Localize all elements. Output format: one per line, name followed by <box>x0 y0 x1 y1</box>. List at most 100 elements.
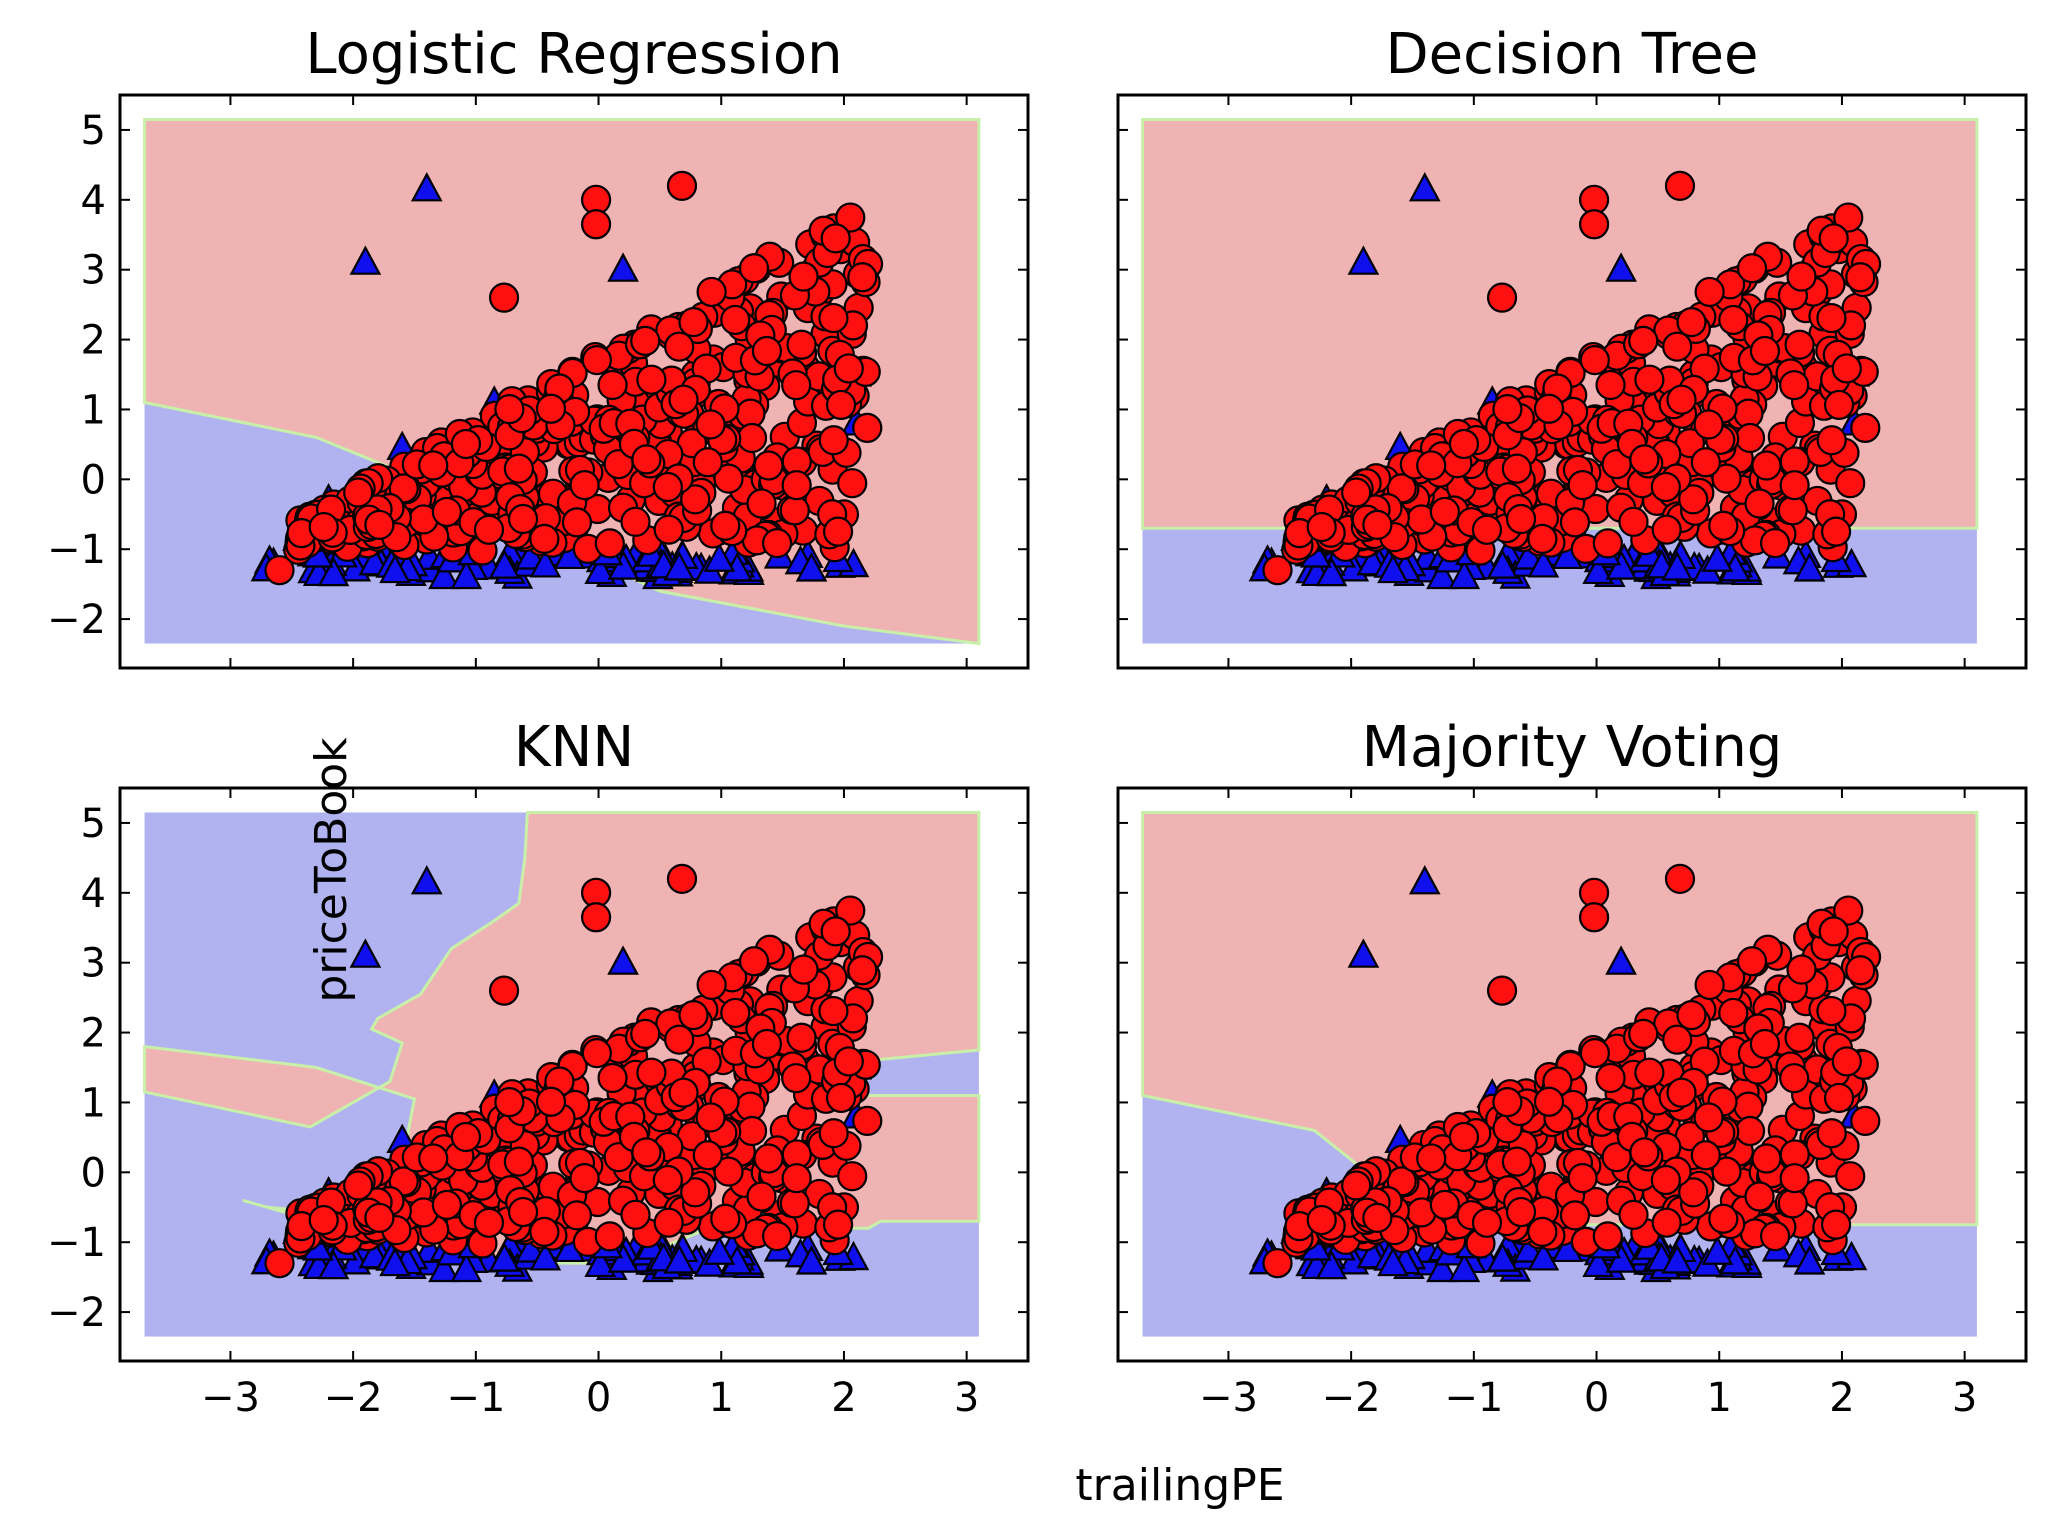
point-class-1 <box>535 393 567 424</box>
point-class-1 <box>1505 1196 1537 1228</box>
point-class-0 <box>1793 552 1826 582</box>
point-class-1 <box>1744 488 1775 519</box>
point-class-1 <box>1527 523 1558 555</box>
y-tick-label: 3 <box>81 248 106 294</box>
x-tick-label: −3 <box>201 1375 260 1421</box>
point-class-0 <box>450 559 483 590</box>
y-axis-label: priceToBook <box>306 737 357 1003</box>
point-class-1 <box>1784 1022 1815 1053</box>
point-class-1 <box>1501 453 1532 484</box>
point-class-1 <box>1362 1202 1393 1233</box>
point-class-1 <box>1786 954 1817 985</box>
point-class-1 <box>1678 1177 1709 1208</box>
point-class-0 <box>428 559 460 590</box>
point-class-0 <box>1701 542 1734 572</box>
point-class-1 <box>1486 282 1518 313</box>
point-class-1 <box>786 1022 817 1053</box>
point-class-1 <box>1718 997 1749 1029</box>
point-class-1 <box>1629 1137 1660 1168</box>
point-class-1 <box>1629 444 1660 475</box>
point-class-0 <box>607 550 640 580</box>
point-class-1 <box>529 1216 560 1248</box>
point-class-1 <box>833 353 864 384</box>
point-class-1 <box>1676 306 1707 338</box>
point-class-1 <box>1628 1018 1659 1049</box>
axes-frame <box>118 93 1030 670</box>
y-tick-label: 4 <box>81 178 106 224</box>
point-class-0 <box>1408 172 1441 202</box>
point-class-1 <box>1416 450 1447 481</box>
point-class-1 <box>1779 1063 1810 1094</box>
point-class-1 <box>1694 276 1725 308</box>
point-class-1 <box>1816 302 1847 334</box>
point-class-0 <box>1347 245 1380 275</box>
point-class-1 <box>1662 1024 1693 1055</box>
y-tick-label: 2 <box>81 1011 106 1057</box>
point-class-1 <box>264 555 295 586</box>
point-class-1 <box>1306 511 1337 543</box>
point-class-1 <box>652 1164 683 1196</box>
point-class-0 <box>663 551 696 581</box>
point-class-1 <box>264 1248 295 1279</box>
y-tick-label: −2 <box>47 1290 106 1336</box>
axes-frame <box>1116 93 2028 670</box>
x-tick-label: 1 <box>1707 1375 1732 1421</box>
point-class-1 <box>1559 507 1591 538</box>
point-class-0 <box>1448 1252 1481 1283</box>
point-class-1 <box>1429 1189 1460 1221</box>
point-class-1 <box>753 1143 784 1174</box>
point-class-0 <box>795 552 828 582</box>
point-class-1 <box>1751 1143 1782 1174</box>
point-class-1 <box>494 1087 525 1118</box>
point-class-1 <box>668 1077 699 1108</box>
point-class-1 <box>786 329 817 360</box>
point-class-1 <box>1751 450 1782 481</box>
point-class-1 <box>431 1189 462 1221</box>
point-class-1 <box>450 428 482 460</box>
point-class-1 <box>781 1063 812 1094</box>
point-class-1 <box>620 1199 651 1230</box>
subplot-4: −3 −2 −1 0 1 2 3 Majority Voting <box>1116 715 2028 1421</box>
point-class-0 <box>317 1249 350 1280</box>
point-class-1 <box>503 453 534 484</box>
point-class-1 <box>636 1057 667 1088</box>
point-class-1 <box>1850 412 1881 444</box>
point-class-1 <box>653 514 684 545</box>
point-class-1 <box>1651 514 1682 545</box>
point-class-1 <box>664 331 695 362</box>
point-class-1 <box>364 1202 395 1233</box>
x-tick-label: 2 <box>831 1375 856 1421</box>
point-class-1 <box>1749 1028 1781 1060</box>
point-class-1 <box>1429 496 1460 528</box>
point-class-1 <box>1818 916 1849 947</box>
point-class-0 <box>1448 559 1481 590</box>
point-class-1 <box>1711 1156 1742 1187</box>
point-class-1 <box>1262 555 1293 586</box>
point-class-0 <box>488 549 521 579</box>
y-tick-label: −2 <box>47 597 106 643</box>
point-class-1 <box>1816 995 1847 1027</box>
point-class-1 <box>1634 364 1665 395</box>
point-class-1 <box>738 946 770 977</box>
point-class-1 <box>1533 1086 1565 1117</box>
point-class-1 <box>1690 447 1721 478</box>
point-class-1 <box>668 384 699 415</box>
point-class-1 <box>692 447 723 478</box>
point-class-1 <box>620 506 651 537</box>
point-class-1 <box>820 916 851 947</box>
point-class-1 <box>631 1137 662 1168</box>
point-class-1 <box>695 1102 726 1133</box>
x-tick-label: 3 <box>1952 1375 1977 1421</box>
point-class-1 <box>1578 902 1610 933</box>
point-class-0 <box>703 1235 736 1265</box>
x-tick-label: −1 <box>446 1375 505 1421</box>
point-class-0 <box>1426 1252 1458 1283</box>
point-class-1 <box>847 262 878 293</box>
point-class-1 <box>1779 470 1810 501</box>
point-class-1 <box>835 895 866 926</box>
point-class-1 <box>1486 975 1518 1006</box>
point-class-1 <box>1850 1105 1881 1137</box>
point-class-1 <box>488 282 520 313</box>
point-class-1 <box>852 1105 883 1137</box>
point-class-1 <box>308 1204 339 1236</box>
